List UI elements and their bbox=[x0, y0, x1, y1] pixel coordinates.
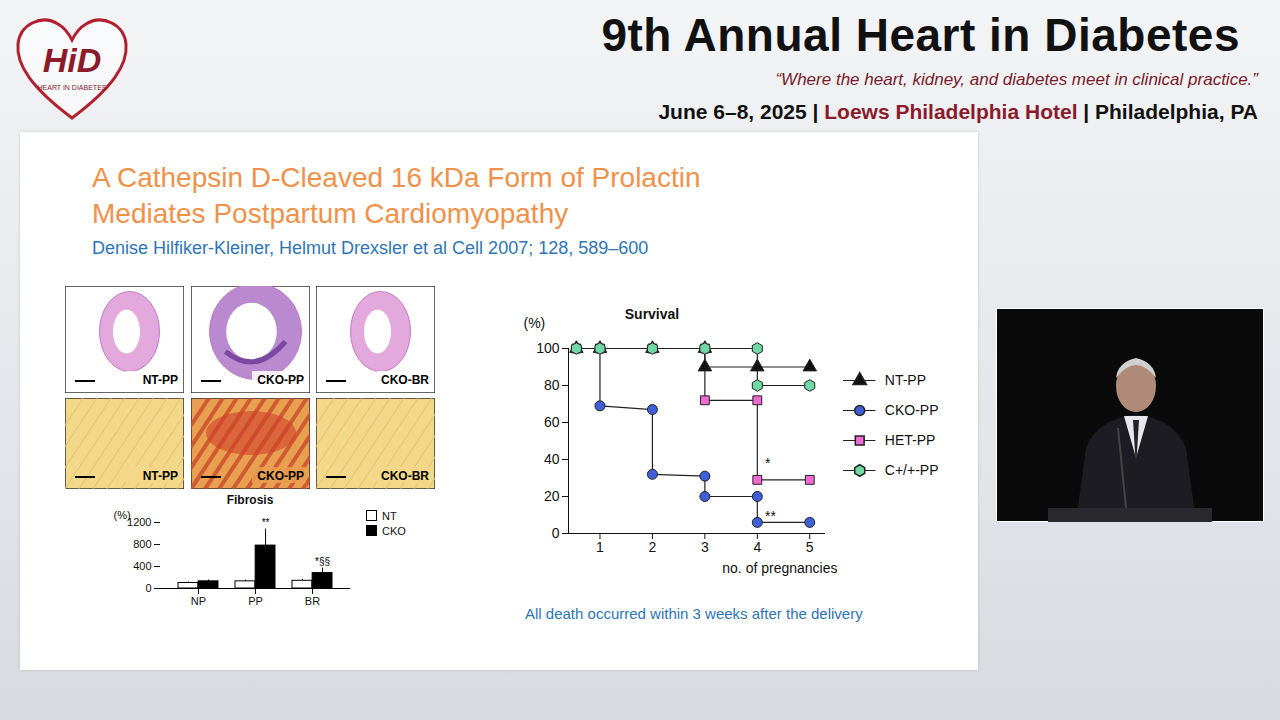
html-text:Denise Hilfiker-Kleiner, Helmu: Denise Hilfiker-Kleiner, Helmut Drexsler… bbox=[92, 238, 649, 258]
svg-text:no. of pregnancies: no. of pregnancies bbox=[722, 560, 837, 576]
svg-text:HET-PP: HET-PP bbox=[885, 432, 936, 448]
svg-text:NT-PP: NT-PP bbox=[143, 469, 178, 483]
svg-text:CKO-PP: CKO-PP bbox=[885, 402, 939, 418]
svg-text:NT-PP: NT-PP bbox=[143, 373, 178, 387]
svg-text:3: 3 bbox=[701, 539, 709, 555]
svg-text:CKO-PP: CKO-PP bbox=[257, 469, 304, 483]
svg-text:800: 800 bbox=[133, 538, 151, 550]
svg-text:CKO-PP: CKO-PP bbox=[257, 373, 304, 387]
svg-text:HEART IN DIABETES: HEART IN DIABETES bbox=[38, 84, 107, 91]
svg-text:BR: BR bbox=[305, 595, 320, 607]
svg-text:80: 80 bbox=[544, 377, 560, 393]
html-text:Survival: Survival bbox=[624, 306, 680, 322]
html-text:June 6–8, 2025 | Loews Philade: June 6–8, 2025 | Loews Philadelphia Hote… bbox=[658, 100, 1258, 123]
svg-text:CKO-BR: CKO-BR bbox=[381, 469, 429, 483]
html-text:Fibrosis: Fibrosis bbox=[226, 493, 274, 507]
svg-text:C+/+-PP: C+/+-PP bbox=[885, 462, 939, 478]
svg-text:NP: NP bbox=[191, 595, 206, 607]
svg-text:1200: 1200 bbox=[127, 516, 151, 528]
svg-text:(%): (%) bbox=[114, 509, 131, 521]
svg-text:(%): (%) bbox=[524, 315, 546, 331]
svg-text:400: 400 bbox=[133, 560, 151, 572]
svg-text:NT-PP: NT-PP bbox=[885, 372, 926, 388]
html-text:All death occurred within 3 we: All death occurred within 3 weeks after … bbox=[525, 605, 863, 622]
svg-text:*: * bbox=[765, 455, 771, 471]
svg-text:PP: PP bbox=[248, 595, 263, 607]
svg-text:**: ** bbox=[765, 508, 776, 524]
svg-text:60: 60 bbox=[544, 414, 560, 430]
svg-text:5: 5 bbox=[806, 539, 814, 555]
html-text:9th Annual Heart in Diabetes: 9th Annual Heart in Diabetes bbox=[601, 9, 1240, 61]
svg-text:0: 0 bbox=[145, 582, 151, 594]
html-text:A Cathepsin D-Cleaved 16 kDa F: A Cathepsin D-Cleaved 16 kDa Form of Pro… bbox=[92, 162, 701, 229]
svg-text:2: 2 bbox=[649, 539, 657, 555]
svg-text:0: 0 bbox=[552, 525, 560, 541]
svg-text:**: ** bbox=[262, 517, 270, 528]
svg-text:HiD: HiD bbox=[43, 41, 102, 79]
svg-text:1: 1 bbox=[596, 539, 604, 555]
svg-text:100: 100 bbox=[536, 340, 560, 356]
html-text:“Where the heart, kidney, and: “Where the heart, kidney, and diabetes m… bbox=[775, 70, 1258, 89]
svg-text:4: 4 bbox=[753, 539, 761, 555]
html-text:NT: NT bbox=[382, 509, 397, 522]
svg-text:40: 40 bbox=[544, 451, 560, 467]
svg-text:20: 20 bbox=[544, 488, 560, 504]
html-text:CKO: CKO bbox=[382, 524, 406, 537]
svg-text:*§§: *§§ bbox=[315, 556, 330, 567]
svg-text:CKO-BR: CKO-BR bbox=[381, 373, 429, 387]
